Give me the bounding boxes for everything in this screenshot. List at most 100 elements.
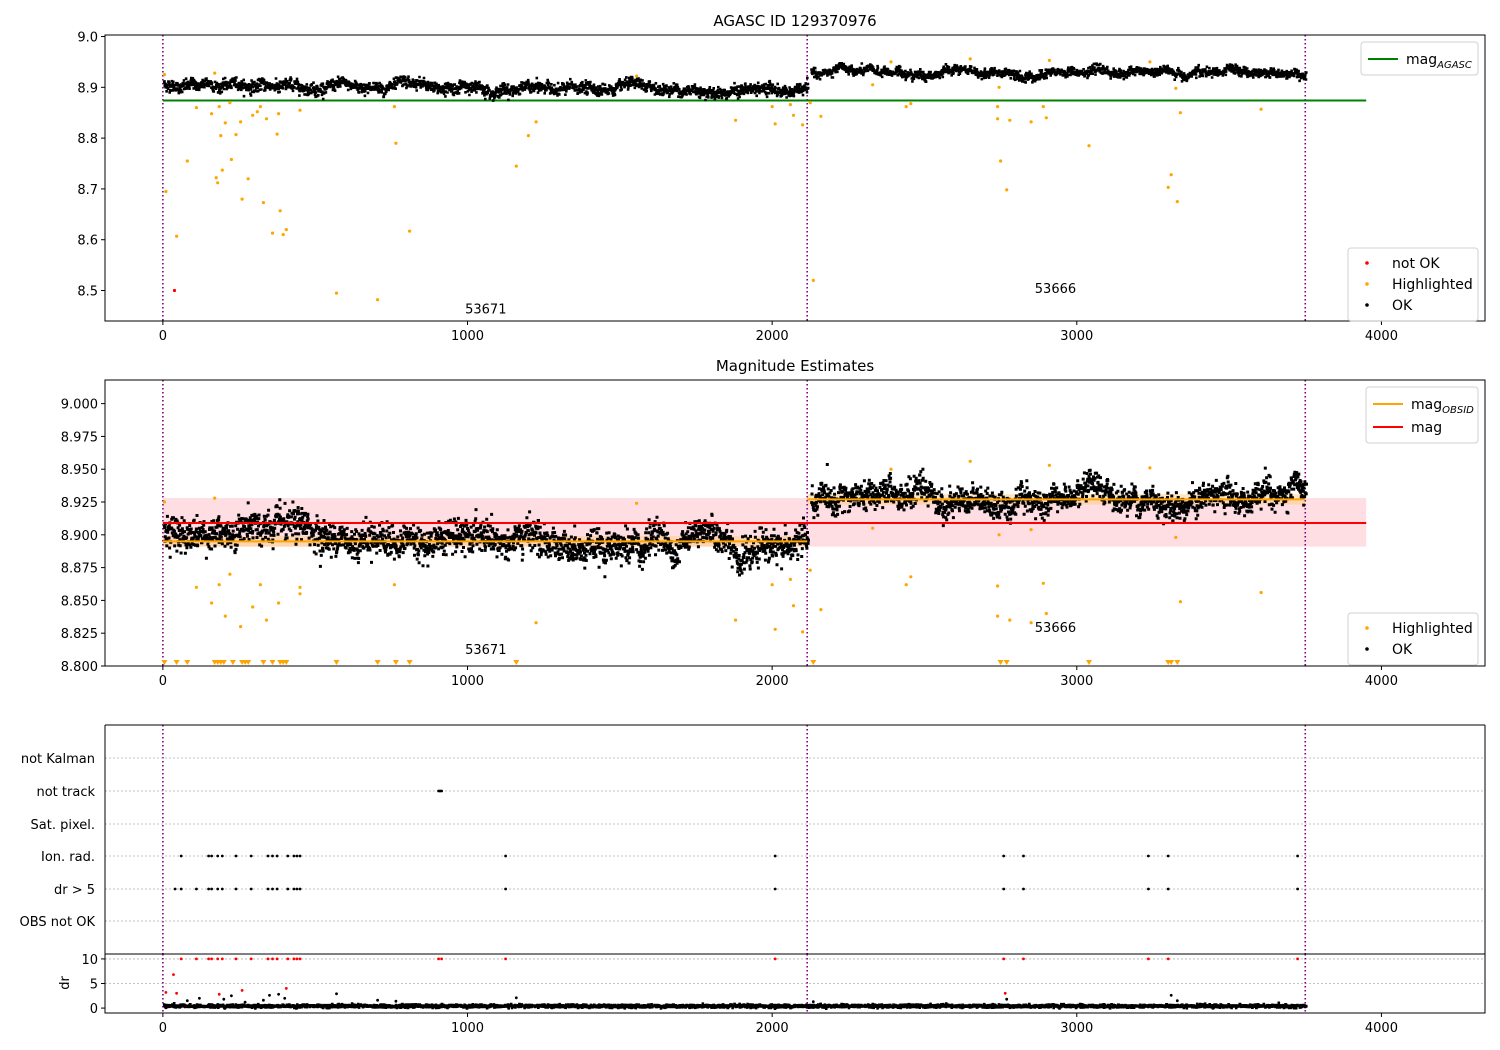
legend-box xyxy=(1347,247,1479,322)
highlighted-point xyxy=(997,533,1001,537)
not-ok-point xyxy=(1003,991,1007,995)
clipped-highlight-marker xyxy=(392,660,399,665)
highlighted-point xyxy=(526,134,531,138)
highlighted-point xyxy=(1174,86,1178,90)
highlighted-point xyxy=(298,592,302,596)
dr-axis-label: dr xyxy=(58,976,73,990)
flag-point xyxy=(773,887,777,891)
flag-point xyxy=(271,887,274,891)
clipped-highlight-marker xyxy=(220,660,227,665)
not-ok-point xyxy=(220,957,224,961)
ok-point xyxy=(811,1000,815,1004)
y-tick-label: 9.0 xyxy=(77,31,98,46)
ok-point xyxy=(222,997,226,1001)
highlighted-point xyxy=(234,133,238,137)
x-tick-label: 3000 xyxy=(1060,674,1093,689)
y-tick-label: 8.9 xyxy=(77,81,98,96)
not-ok-point xyxy=(195,957,198,961)
highlighted-point xyxy=(801,123,805,127)
x-tick-label: 4000 xyxy=(1365,674,1398,689)
highlighted-point xyxy=(251,605,255,609)
flag-point xyxy=(195,887,198,891)
highlighted-point xyxy=(819,608,823,612)
flag-point xyxy=(1166,887,1170,891)
not-ok-point xyxy=(210,957,214,961)
highlighted-point xyxy=(1029,621,1033,625)
highlighted-point xyxy=(819,114,823,118)
ok-point xyxy=(514,996,518,1000)
not-ok-point xyxy=(1022,957,1025,961)
not-ok-point xyxy=(275,957,279,961)
not-ok-point xyxy=(217,992,221,996)
highlighted-point xyxy=(1008,118,1012,122)
legend-box xyxy=(1360,41,1479,76)
flag-point xyxy=(1296,854,1299,858)
clipped-highlight-marker xyxy=(260,660,267,665)
flag-point xyxy=(220,854,224,858)
highlighted-point xyxy=(164,189,168,194)
legend-label: Highlighted xyxy=(1392,277,1473,293)
not-ok-point xyxy=(179,957,183,961)
highlighted-point xyxy=(277,112,281,116)
highlighted-point xyxy=(1259,590,1263,595)
y-tick-label: 8.6 xyxy=(77,234,98,249)
highlighted-point xyxy=(1148,466,1152,470)
flag-point xyxy=(292,854,296,858)
clipped-highlight-marker xyxy=(161,660,168,665)
axes-frame xyxy=(104,379,1486,667)
highlighted-point xyxy=(788,577,793,582)
highlighted-point xyxy=(534,621,538,625)
highlighted-point xyxy=(1008,618,1012,622)
flag-point xyxy=(440,789,443,793)
highlighted-point xyxy=(1178,600,1182,604)
highlighted-point xyxy=(185,159,189,163)
legend-label: not OK xyxy=(1392,256,1440,272)
highlighted-point xyxy=(392,105,396,109)
highlighted-point xyxy=(258,105,262,109)
y-tick-label: 0 xyxy=(90,1002,98,1017)
flag-point xyxy=(275,887,279,891)
clipped-highlight-marker xyxy=(173,660,180,665)
highlighted-point xyxy=(788,103,793,107)
x-tick-label: 0 xyxy=(159,674,167,689)
flag-point xyxy=(1022,854,1025,858)
flag-point xyxy=(173,887,177,891)
ok-point xyxy=(277,992,280,996)
legend-magnitude-lines: magAGASC xyxy=(1360,41,1479,76)
highlighted-point xyxy=(261,201,265,205)
not-ok-point xyxy=(234,957,238,961)
ok-point xyxy=(268,993,271,997)
plot-area xyxy=(105,954,1485,1013)
legend-point-swatch xyxy=(1365,282,1369,286)
ok-point xyxy=(262,998,265,1002)
x-tick-label: 0 xyxy=(159,1021,167,1036)
highlighted-point xyxy=(223,121,227,125)
highlighted-point xyxy=(811,278,815,282)
highlighted-point xyxy=(734,618,738,622)
highlighted-point xyxy=(392,583,396,587)
flag-point xyxy=(504,887,507,891)
ok-point xyxy=(376,998,379,1002)
highlighted-point xyxy=(264,618,269,622)
not-ok-point xyxy=(266,957,270,961)
not-ok-point xyxy=(164,991,168,994)
legend-box xyxy=(1365,386,1479,444)
ok-point xyxy=(243,1000,247,1004)
highlighted-point xyxy=(275,132,279,136)
highlighted-point xyxy=(223,614,227,618)
highlighted-point xyxy=(258,583,262,587)
flag-point xyxy=(1147,854,1150,858)
flag-point xyxy=(1147,887,1150,891)
highlighted-point xyxy=(635,501,639,505)
highlighted-point xyxy=(1044,116,1048,120)
x-tick-label: 4000 xyxy=(1365,329,1398,344)
y-tick-label: 8.975 xyxy=(61,430,98,445)
highlighted-point xyxy=(1087,144,1091,148)
highlighted-point xyxy=(1175,200,1179,204)
highlighted-point xyxy=(1041,581,1045,585)
highlighted-point xyxy=(904,105,908,109)
highlighted-point xyxy=(904,583,908,587)
legend-point-swatch xyxy=(1365,626,1369,630)
y-tick-label: 8.950 xyxy=(61,463,98,478)
